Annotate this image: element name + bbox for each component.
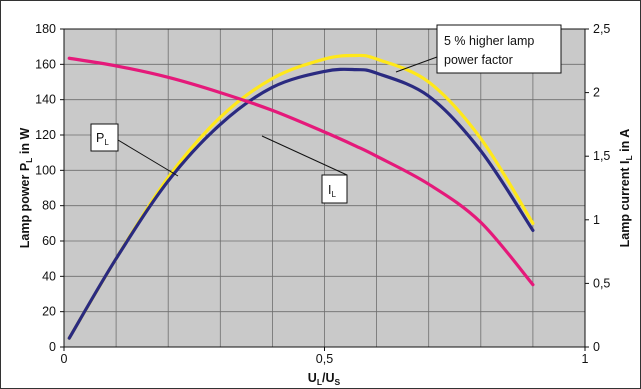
y-left-tick-label: 0 — [49, 340, 56, 354]
y-left-tick-label: 80 — [42, 199, 56, 213]
label-higher-leader — [395, 56, 438, 73]
series-layer — [67, 53, 535, 340]
label-higher-box — [436, 24, 562, 74]
label-higher-line-1: 5 % higher lamp — [444, 34, 534, 48]
y-right-tick-label: 1 — [593, 213, 600, 227]
label-il-leader — [261, 135, 348, 176]
x-tick-labels: 0 0,5 1 — [61, 347, 589, 366]
y-left-tick-label: 40 — [42, 269, 56, 283]
y-left-tick-label: 180 — [35, 22, 56, 36]
left-tick-labels: 0 20 40 60 80 100 120 140 160 180 — [35, 22, 64, 354]
y-left-tick-label: 100 — [35, 163, 56, 177]
y-left-tick-label: 120 — [35, 128, 56, 142]
x-tick-label: 0 — [61, 352, 68, 366]
label-il-box — [321, 174, 348, 204]
label-higher-line-2: power factor — [444, 53, 513, 67]
series-line-p_l — [67, 67, 535, 340]
y-right-tick-label: 1,5 — [593, 149, 610, 163]
label-pl-text: PL — [96, 131, 109, 147]
y-right-tick-label: 2,5 — [593, 22, 610, 36]
series-line-i_l — [67, 56, 535, 287]
label-pl-box — [90, 123, 119, 152]
x-tick-label: 0,5 — [316, 352, 333, 366]
y-right-tick-label: 2 — [593, 86, 600, 100]
y-right-tick-label: 0 — [593, 340, 600, 354]
y-axis-right-title: Lamp current IL in A — [618, 129, 634, 248]
y-left-tick-label: 20 — [42, 305, 56, 319]
y-left-tick-label: 60 — [42, 234, 56, 248]
x-tick-label: 1 — [582, 352, 589, 366]
y-left-tick-label: 140 — [35, 93, 56, 107]
y-left-tick-label: 160 — [35, 57, 56, 71]
x-axis-title: UL/US — [308, 371, 341, 387]
right-tick-labels: 0 0,5 1 1,5 2 2,5 — [585, 22, 610, 354]
label-pl-leader — [117, 139, 179, 177]
y-right-tick-label: 0,5 — [593, 276, 610, 290]
y-axis-left-title: Lamp power PL in W — [18, 128, 34, 249]
label-il-text: IL — [328, 183, 336, 199]
